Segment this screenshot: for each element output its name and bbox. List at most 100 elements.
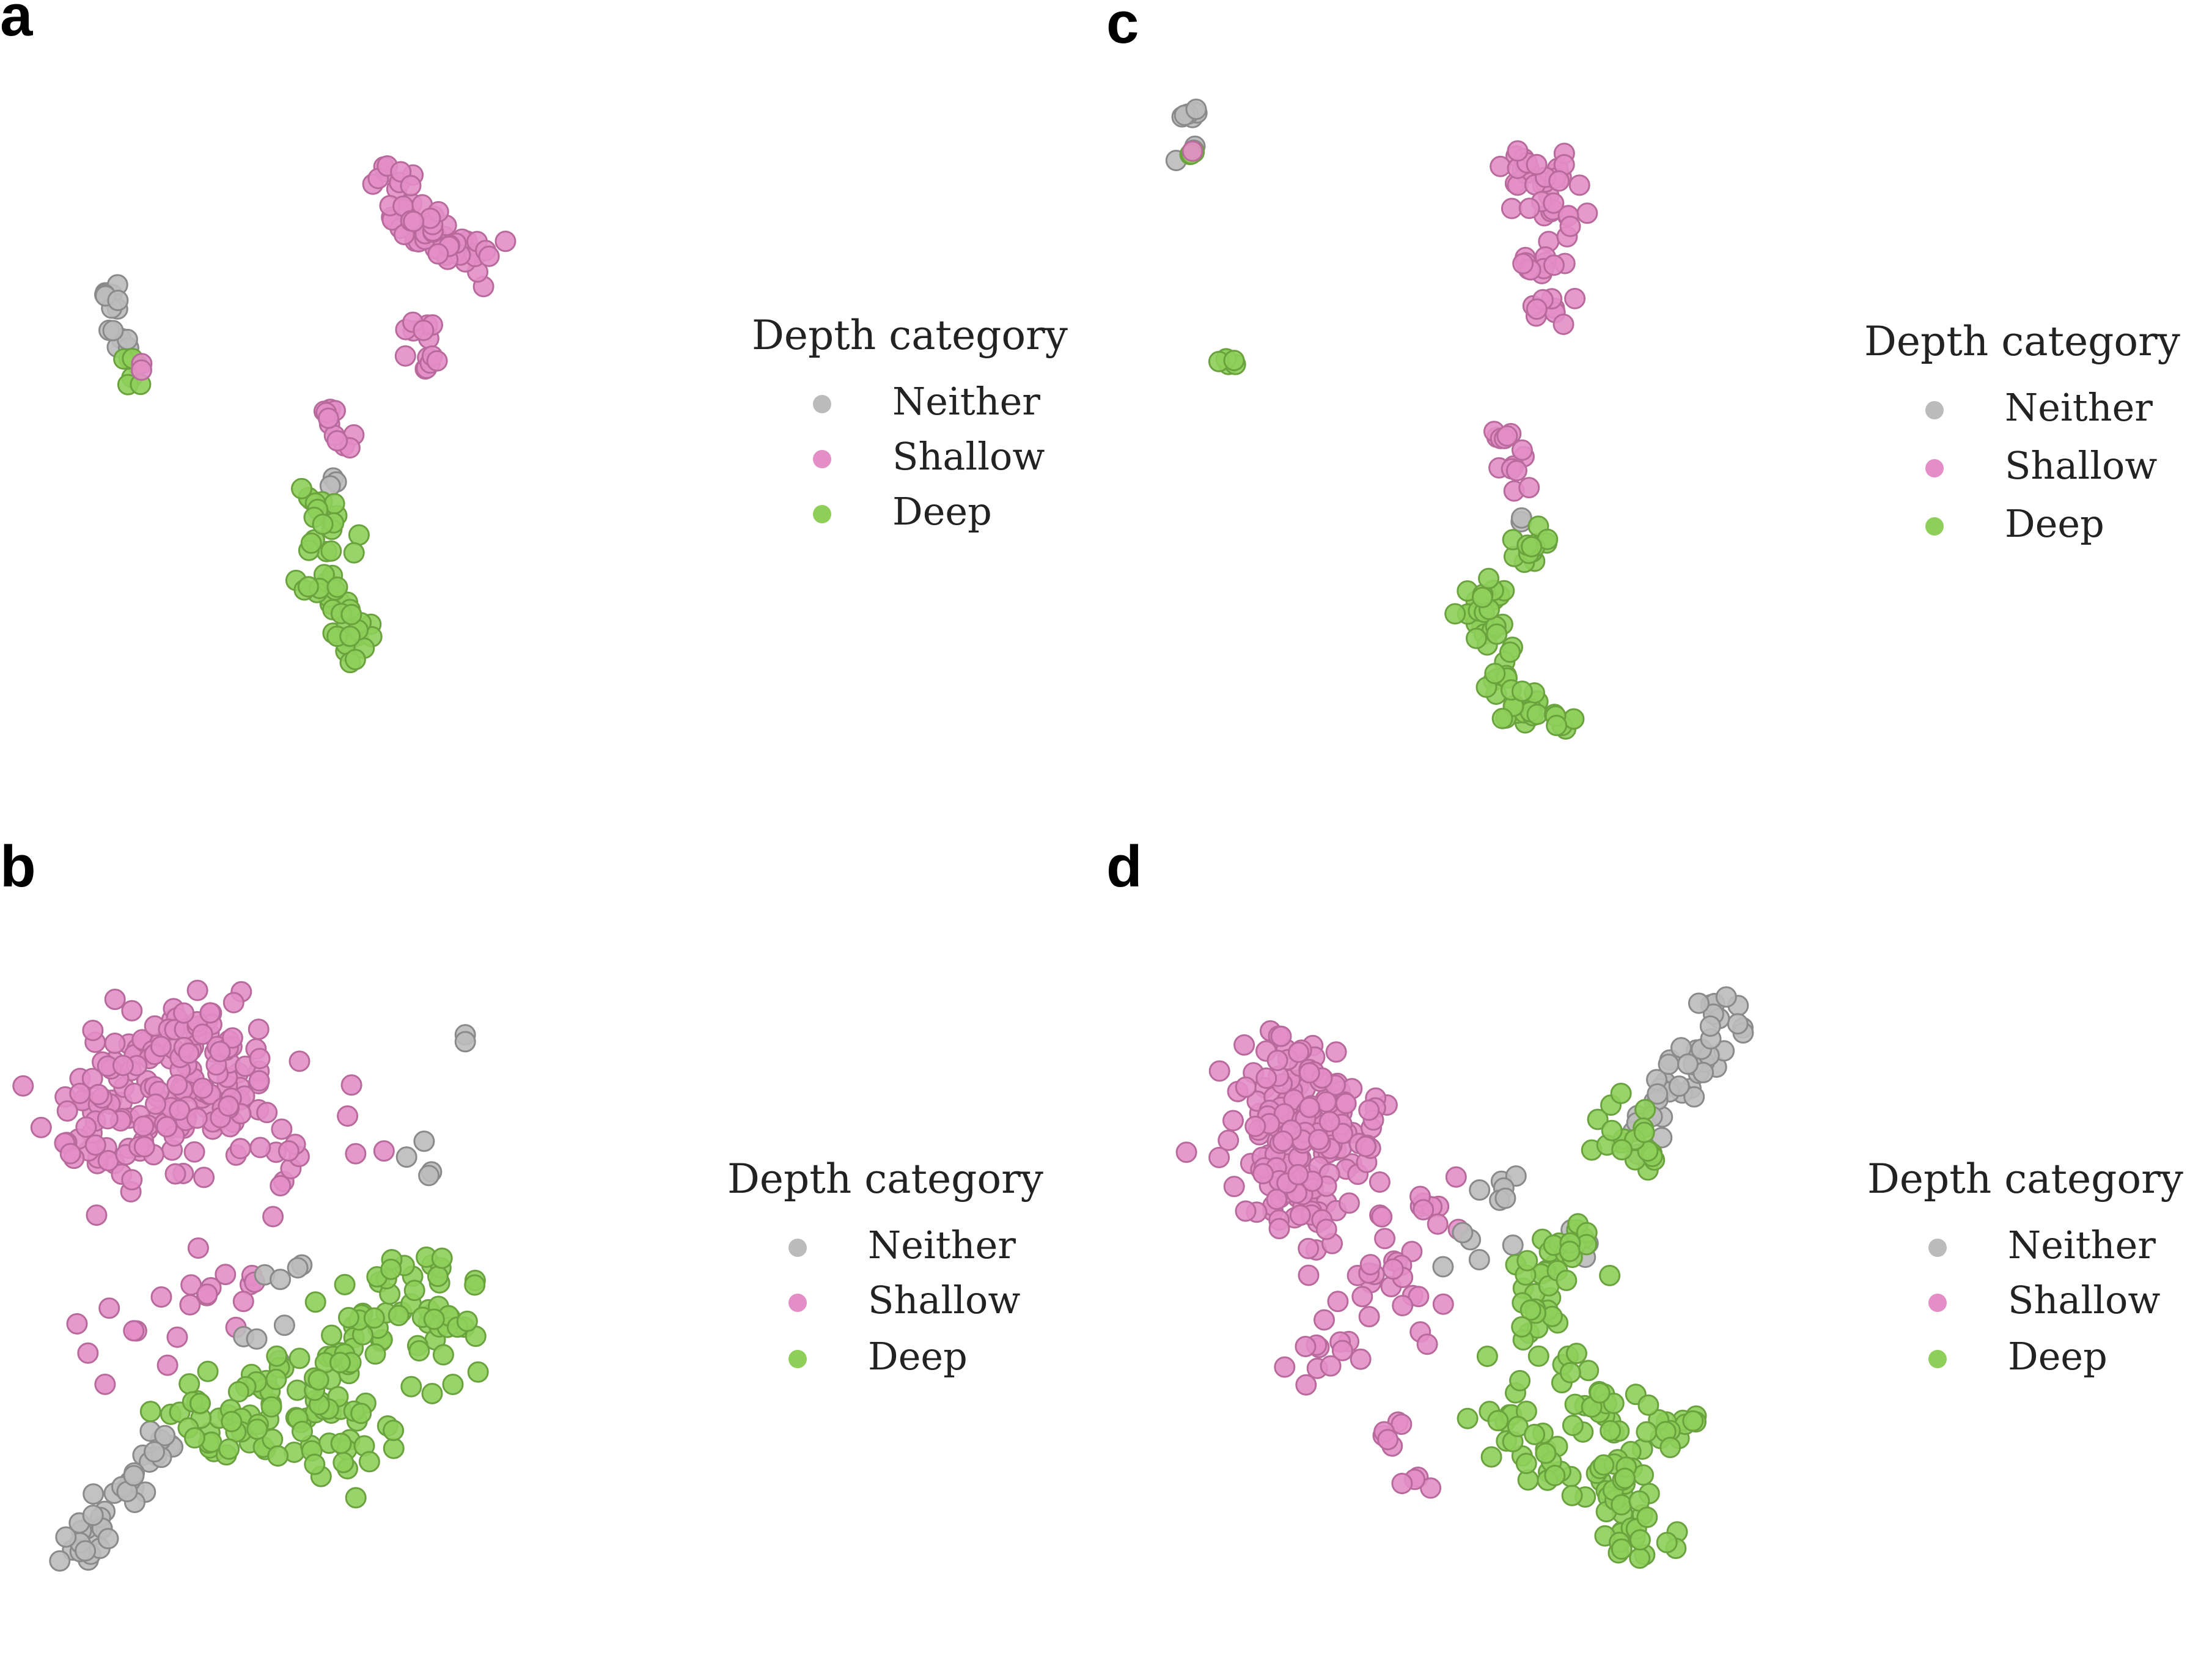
scatter-point-neither: [1677, 1053, 1699, 1075]
scatter-point-deep: [1559, 1361, 1581, 1384]
scatter-point-deep: [344, 649, 366, 671]
scatter-point-deep: [246, 1418, 268, 1440]
scatter-point-shallow: [400, 175, 422, 197]
legend-marker-deep: [1928, 1350, 1947, 1368]
scatter-point-shallow: [1287, 1163, 1309, 1185]
scatter-point-deep: [1636, 1506, 1658, 1528]
scatter-point-shallow: [1266, 1188, 1288, 1210]
scatter-point-shallow: [166, 1326, 188, 1348]
scatter-point-neither: [49, 1550, 71, 1572]
scatter-point-shallow: [121, 1000, 143, 1022]
scatter-point-deep: [427, 1266, 449, 1288]
scatter-point-shallow: [156, 1354, 178, 1376]
scatter-point-shallow: [180, 1274, 202, 1296]
scatter-point-shallow: [69, 1083, 91, 1104]
legend-marker-shallow: [1925, 459, 1944, 477]
scatter-point-shallow: [183, 1141, 205, 1163]
scatter-point-neither: [1452, 1221, 1474, 1244]
scatter-point-shallow: [86, 1204, 108, 1226]
scatter-point-neither: [1502, 1234, 1524, 1256]
scatter-point-shallow: [169, 1099, 191, 1121]
scatter-point-deep: [408, 1340, 430, 1361]
scatter-point-shallow: [1270, 1025, 1292, 1047]
scatter-point-shallow: [403, 210, 425, 232]
scatter-point-shallow: [150, 1286, 172, 1308]
scatter-point-deep: [1611, 1139, 1633, 1161]
scatter-point-shallow: [1331, 1339, 1353, 1361]
scatter-point-shallow: [1496, 425, 1518, 447]
scatter-point-deep: [189, 1393, 211, 1414]
scatter-point-neither: [154, 1424, 176, 1446]
scatter-point-deep: [320, 540, 342, 562]
scatter-point-neither: [1432, 1256, 1454, 1278]
scatter-point-shallow: [1505, 460, 1527, 482]
scatter-point-shallow: [1298, 1237, 1320, 1259]
scatter-point-deep: [464, 1274, 486, 1296]
scatter-point-shallow: [1298, 1264, 1320, 1286]
panel-letter-b: b: [0, 834, 36, 899]
scatter-point-shallow: [191, 1023, 213, 1045]
scatter-point-deep: [1656, 1531, 1678, 1553]
scatter-point-shallow: [1222, 1110, 1244, 1132]
scatter-point-shallow: [1543, 192, 1565, 214]
scatter-point-shallow: [1268, 1218, 1290, 1240]
scatter-point-shallow: [337, 1105, 359, 1127]
scatter-point-deep: [330, 1432, 352, 1454]
scatter-point-deep: [1509, 1369, 1531, 1391]
scatter-point-shallow: [123, 1320, 145, 1342]
legend-marker-shallow: [788, 1294, 807, 1312]
scatter-point-shallow: [1382, 1258, 1404, 1280]
scatter-point-shallow: [173, 1002, 195, 1024]
scatter-point-shallow: [150, 1036, 172, 1058]
scatter-point-shallow: [256, 1102, 278, 1124]
scatter-point-neither: [1185, 98, 1207, 120]
scatter-point-neither: [75, 1540, 97, 1562]
scatter-point-deep: [1223, 350, 1245, 372]
scatter-point-shallow: [1252, 1163, 1274, 1185]
scatter-point-deep: [1511, 1316, 1533, 1338]
scatter-point-deep: [267, 1445, 289, 1467]
legend-marker-neither: [788, 1239, 807, 1257]
scatter-point-neither: [1699, 1015, 1721, 1037]
scatter-point-deep: [339, 625, 361, 647]
scatter-point-deep: [1466, 627, 1487, 649]
scatter-point-shallow: [248, 1070, 270, 1092]
scatter-point-deep: [1562, 1415, 1584, 1436]
scatter-point-shallow: [1358, 1099, 1380, 1121]
scatter-point-deep: [197, 1360, 219, 1382]
scatter-point-shallow: [84, 1134, 106, 1156]
scatter-point-deep: [456, 1310, 478, 1332]
legend-label-shallow: Shallow: [2005, 443, 2158, 488]
scatter-plot-b: [12, 979, 489, 1572]
scatter-point-shallow: [426, 350, 448, 372]
scatter-point-shallow: [394, 345, 416, 367]
scatter-point-shallow: [1374, 1228, 1396, 1250]
scatter-point-deep: [184, 1427, 205, 1449]
scatter-point-shallow: [1432, 1293, 1454, 1315]
scatter-point-shallow: [1358, 1306, 1380, 1328]
scatter-point-shallow: [229, 1138, 251, 1160]
scatter-point-neither: [1715, 986, 1737, 1008]
scatter-point-deep: [1634, 1099, 1656, 1121]
scatter-point-shallow: [1559, 215, 1581, 237]
scatter-point-shallow: [30, 1116, 52, 1138]
scatter-point-deep: [388, 1305, 410, 1327]
scatter-point-shallow: [187, 1237, 209, 1259]
scatter-point-deep: [383, 1437, 405, 1459]
scatter-point-shallow: [1332, 1122, 1353, 1144]
scatter-point-neither: [123, 1465, 145, 1487]
legend-d: Depth category Neither Shallow Deep: [1867, 1155, 2212, 1400]
legend-label-deep: Deep: [2005, 501, 2104, 546]
scatter-point-deep: [333, 1451, 355, 1473]
scatter-point-shallow: [427, 243, 449, 265]
scatter-point-shallow: [1298, 1062, 1320, 1084]
scatter-point-shallow: [288, 1050, 310, 1072]
scatter-point-shallow: [1289, 1204, 1311, 1226]
scatter-point-deep: [421, 1383, 443, 1404]
scatter-point-deep: [432, 1344, 454, 1366]
legend-label-shallow: Shallow: [892, 434, 1045, 479]
scatter-point-shallow: [1272, 1130, 1294, 1152]
scatter-point-shallow: [131, 359, 152, 381]
scatter-point-deep: [1637, 1394, 1659, 1416]
scatter-point-deep: [1610, 1083, 1632, 1104]
